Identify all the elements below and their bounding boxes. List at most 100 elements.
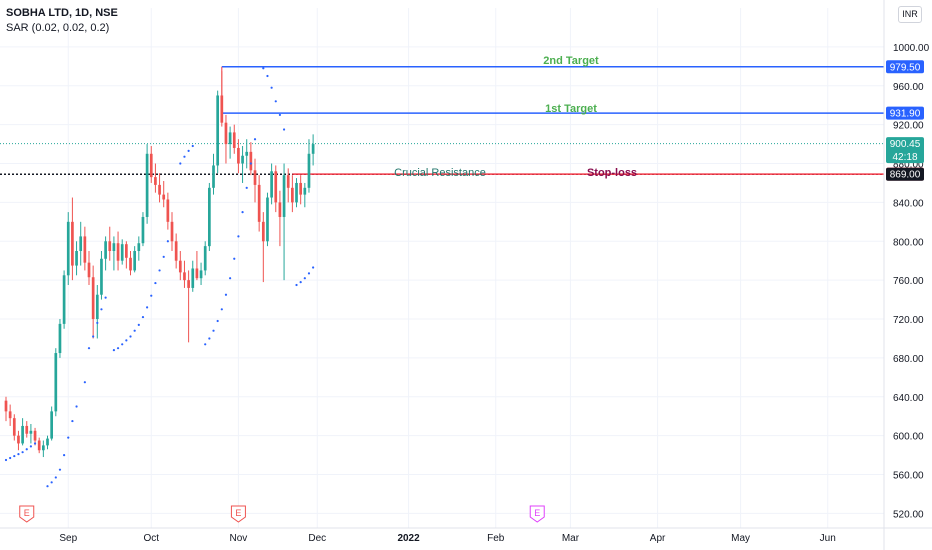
sar-dot xyxy=(241,211,244,214)
candle-body xyxy=(220,95,224,123)
candle-body xyxy=(191,268,195,288)
sar-dot xyxy=(50,481,53,484)
x-tick-label: Dec xyxy=(308,533,326,544)
candles xyxy=(4,71,315,458)
candle-body xyxy=(108,241,112,251)
sar-dot xyxy=(303,277,306,280)
sar-dot xyxy=(249,162,252,165)
sar-dot xyxy=(220,308,223,311)
y-tick-label: 840.00 xyxy=(893,198,924,209)
candle-body xyxy=(299,182,303,195)
x-tick-label: Mar xyxy=(562,533,580,544)
candle-body xyxy=(8,411,12,419)
candle-body xyxy=(212,165,215,188)
currency-button[interactable]: INR xyxy=(898,6,922,23)
candle-body xyxy=(183,272,186,281)
candle-body xyxy=(203,246,207,271)
candle-body xyxy=(91,277,95,320)
y-tick-label: 760.00 xyxy=(893,276,924,287)
candle-body xyxy=(228,132,232,145)
candle-body xyxy=(249,151,253,171)
sar-dot xyxy=(187,149,190,152)
y-tick-label: 1000.00 xyxy=(893,43,930,54)
candle-body xyxy=(58,323,62,354)
earnings-marker-icon xyxy=(19,505,35,523)
candle-body xyxy=(295,182,298,203)
sar-dot xyxy=(262,67,265,70)
sar-dot xyxy=(166,240,169,243)
x-tick-label: Nov xyxy=(230,533,248,544)
sar-dot xyxy=(17,453,20,456)
candle-body xyxy=(17,435,20,444)
candle-body xyxy=(116,243,120,261)
earnings-marker-label: E xyxy=(235,508,241,518)
sar-dot xyxy=(133,329,136,332)
candle-body xyxy=(125,244,128,258)
sar-dot xyxy=(9,456,12,460)
y-tick-label: 720.00 xyxy=(893,315,924,326)
sar-dot xyxy=(229,277,232,280)
sar-dot xyxy=(141,315,145,319)
target-price-tag-label: 931.90 xyxy=(890,109,921,120)
sar-dot xyxy=(63,454,66,457)
sar-dot xyxy=(270,86,273,89)
x-tick-label: Oct xyxy=(143,533,159,544)
sar-dots xyxy=(4,67,315,488)
sar-dot xyxy=(154,281,157,285)
candle-body xyxy=(37,440,41,451)
candle-body xyxy=(137,243,141,251)
sar-dot xyxy=(116,347,120,350)
candle-body xyxy=(257,184,261,222)
target-price-tag-bg xyxy=(886,106,924,120)
candle-body xyxy=(187,280,190,288)
candle-body xyxy=(286,175,290,188)
candle-body xyxy=(12,418,16,436)
sar-dot xyxy=(92,335,95,338)
candle-body xyxy=(104,241,107,259)
candle-body xyxy=(50,411,54,439)
candle-body xyxy=(278,202,282,217)
candle-body xyxy=(266,197,269,242)
candle-body xyxy=(241,155,244,164)
current-price-tag-label: 900.45 xyxy=(890,139,921,150)
candle-body xyxy=(83,236,87,263)
candle-body xyxy=(162,194,166,200)
sar-dot xyxy=(191,144,194,148)
sar-dot xyxy=(204,343,207,346)
candle-body xyxy=(303,187,307,195)
y-tick-label: 520.00 xyxy=(893,509,924,520)
candle-body xyxy=(149,153,153,178)
sar-dot xyxy=(87,347,91,350)
candle-body xyxy=(166,199,170,222)
sar-dot xyxy=(253,138,257,141)
sar-dot xyxy=(146,306,149,309)
resistance-annotation: Crucial Resistance xyxy=(394,167,486,179)
y-tick-label: 560.00 xyxy=(893,471,924,482)
sar-dot xyxy=(237,235,240,238)
candle-body xyxy=(75,250,78,266)
sar-dot xyxy=(179,162,182,165)
sar-dot xyxy=(29,445,33,448)
candle-body xyxy=(25,425,29,434)
sar-dot xyxy=(100,308,103,311)
sar-dot xyxy=(208,337,211,340)
candle-body xyxy=(120,244,124,261)
sar-dot xyxy=(233,257,236,260)
candle-body xyxy=(66,221,70,276)
indicator-title: SAR (0.02, 0.02, 0.2) xyxy=(6,22,110,34)
candle-body xyxy=(154,177,157,185)
sar-dot xyxy=(212,329,215,332)
crosshair-price-tag-bg xyxy=(886,167,924,181)
candle-body xyxy=(4,400,8,412)
y-tick-label: 600.00 xyxy=(893,432,924,443)
sar-dot xyxy=(299,280,302,284)
sar-dot xyxy=(183,155,186,158)
sar-dot xyxy=(121,343,124,346)
candle-body xyxy=(237,147,240,164)
candle-body xyxy=(291,187,294,203)
x-tick-label: Jun xyxy=(820,533,836,544)
sar-dot xyxy=(83,381,86,384)
